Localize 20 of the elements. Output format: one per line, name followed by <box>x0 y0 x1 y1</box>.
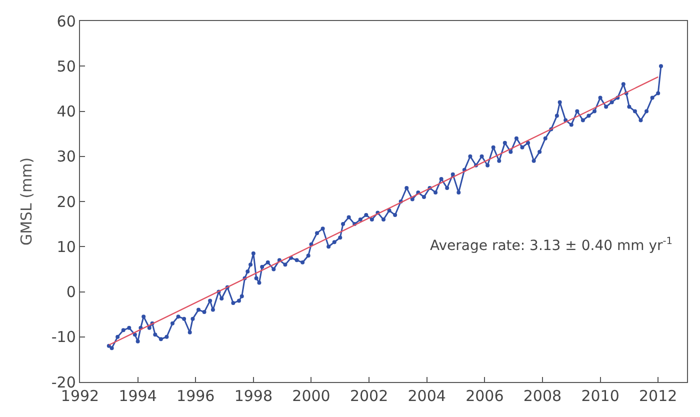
y-tick-label: 40 <box>56 102 76 120</box>
x-tick-label: 1998 <box>234 387 273 406</box>
x-tick-label: 2010 <box>581 387 620 406</box>
annotation: Average rate: 3.13 ± 0.40 mm yr$^{-1}$ <box>430 236 673 254</box>
x-tick-label: 2006 <box>466 387 504 406</box>
x-tick-label: 2008 <box>523 387 562 406</box>
x-tick-label: 2012 <box>639 387 678 406</box>
y-tick-label: 0 <box>66 283 76 301</box>
y-tick-label: 50 <box>56 57 76 76</box>
y-tick-label: -10 <box>51 328 76 346</box>
y-tick-label: 60 <box>56 12 76 30</box>
x-tick-label: 2002 <box>350 387 388 406</box>
x-tick-label: 2000 <box>292 387 330 406</box>
x-tick-label: 2004 <box>408 387 446 406</box>
x-tick-label: 1994 <box>118 387 157 406</box>
x-tick-label: 1996 <box>176 387 215 406</box>
y-tick-label: 10 <box>56 238 76 256</box>
y-axis-title: GMSL (mm) <box>18 157 36 246</box>
y-tick-label: 20 <box>56 192 76 211</box>
y-tick-label: 30 <box>56 148 76 166</box>
